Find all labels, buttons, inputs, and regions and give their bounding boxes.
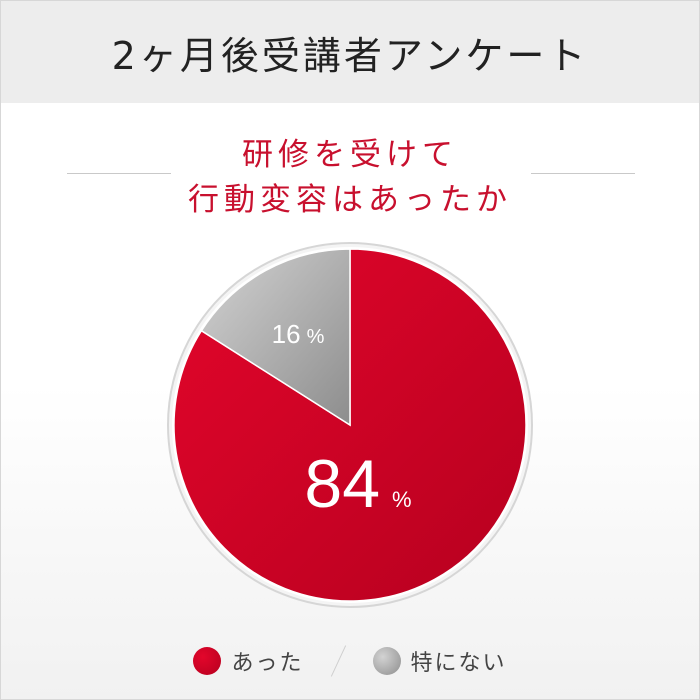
slice-unit-tokuninai: % <box>307 326 325 348</box>
legend-label-tokuninai: 特にない <box>410 651 507 676</box>
legend-item-atta: あった <box>193 645 303 677</box>
slice-unit-atta: % <box>392 487 412 512</box>
legend-item-tokuninai: 特にない <box>372 645 507 677</box>
question-line-1: 研修を受けて <box>242 137 458 173</box>
legend-swatch-gray <box>372 647 401 675</box>
subtitle-rule-right <box>531 173 635 174</box>
slice-label-tokuninai: 16% <box>272 319 325 349</box>
chart-legend: あった 特にない <box>1 641 699 681</box>
question-line-2: 行動変容はあったか <box>188 182 512 218</box>
legend-separator <box>330 645 346 677</box>
subtitle-rule-left <box>67 173 171 174</box>
slice-label-atta: 84% <box>304 446 411 522</box>
pie-slice-atta <box>173 248 527 602</box>
page-title: 2ヶ月後受講者アンケート <box>111 33 589 78</box>
pie-slice-tokuninai <box>200 248 351 427</box>
legend-label-atta: あった <box>231 651 304 676</box>
header-bar: 2ヶ月後受講者アンケート <box>1 1 699 103</box>
legend-swatch-red <box>193 647 222 675</box>
chart-question: 研修を受けて 行動変容はあったか <box>1 133 699 223</box>
slice-value-atta: 84 <box>304 446 380 522</box>
slice-value-tokuninai: 16 <box>272 319 301 349</box>
